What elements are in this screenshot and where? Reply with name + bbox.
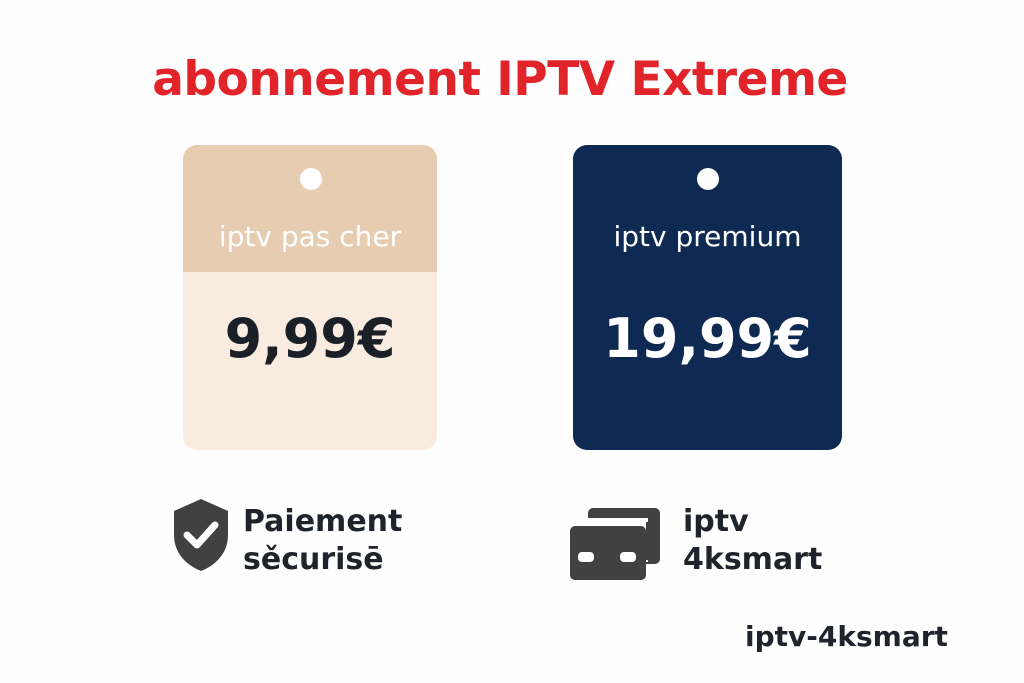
plan-price: 9,99€: [224, 307, 396, 370]
feature-line: sěcurisē: [243, 542, 384, 577]
footer-brand: iptv-4ksmart: [745, 620, 948, 653]
plan-card-header: [183, 145, 437, 272]
feature-secure-payment: Paiement sěcurisē: [243, 503, 402, 579]
feature-line: 4ksmart: [683, 542, 823, 577]
shield-check-icon: [174, 499, 228, 571]
plan-card-cheap[interactable]: iptv pas cher 9,99€: [183, 145, 437, 450]
page-title: abonnement IPTV Extreme: [152, 52, 848, 107]
feature-line: iptv: [683, 504, 749, 539]
feature-iptv-4ksmart: iptv 4ksmart: [683, 503, 822, 579]
tag-hole: [300, 168, 322, 190]
plan-label: iptv premium: [613, 220, 802, 253]
plan-label: iptv pas cher: [218, 220, 402, 253]
tag-hole: [697, 168, 719, 190]
plan-card-premium[interactable]: iptv premium 19,99€: [573, 145, 842, 450]
cards-icon: [570, 508, 660, 580]
feature-line: Paiement: [243, 504, 403, 539]
plan-price: 19,99€: [603, 307, 812, 370]
